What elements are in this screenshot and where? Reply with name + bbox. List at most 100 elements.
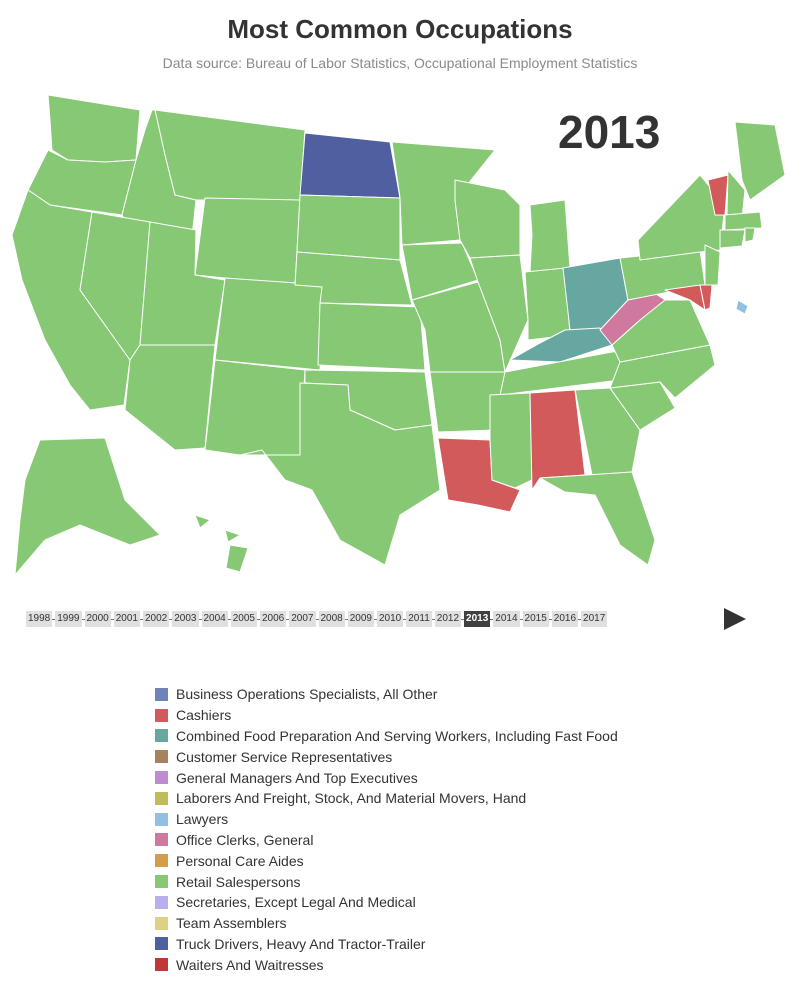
legend-label: Laborers And Freight, Stock, And Materia…	[176, 790, 527, 807]
timeline-separator	[315, 618, 319, 620]
legend-item: Cashiers	[155, 705, 618, 726]
timeline-year-2004[interactable]: 2004	[201, 611, 228, 627]
state-south-dakota[interactable]	[296, 194, 401, 261]
legend-label: Cashiers	[176, 707, 232, 724]
timeline-year-2012[interactable]: 2012	[434, 611, 462, 627]
timeline-year-2017[interactable]: 2017	[581, 611, 608, 627]
legend-swatch	[155, 958, 168, 972]
legend-swatch	[155, 687, 168, 701]
timeline-year-2010[interactable]: 2010	[377, 611, 404, 627]
legend-label: Secretaries, Except Legal And Medical	[176, 894, 416, 911]
timeline-year-2006[interactable]: 2006	[260, 611, 287, 627]
play-icon[interactable]	[724, 608, 746, 630]
legend-swatch	[155, 791, 168, 805]
timeline-year-2007[interactable]: 2007	[289, 611, 316, 627]
state-florida[interactable]	[539, 471, 656, 566]
state-alabama[interactable]	[529, 389, 586, 491]
timeline-separator	[81, 618, 85, 620]
state-washington[interactable]	[47, 94, 141, 163]
state-wyoming[interactable]	[194, 197, 301, 286]
legend-swatch	[155, 854, 168, 868]
timeline-separator	[257, 618, 260, 620]
state-california[interactable]	[11, 189, 131, 411]
timeline-year-2003[interactable]: 2003	[172, 611, 199, 627]
timeline-year-2005[interactable]: 2005	[230, 611, 257, 627]
legend-label: Office Clerks, General	[176, 831, 314, 848]
state-rhode-island[interactable]	[744, 227, 756, 243]
legend-label: Customer Service Representatives	[176, 748, 393, 765]
timeline-separator	[403, 618, 407, 620]
timeline-separator	[52, 618, 56, 620]
state-new-mexico[interactable]	[204, 359, 306, 456]
legend-item: Combined Food Preparation And Serving Wo…	[155, 726, 618, 747]
state-hawaii[interactable]	[194, 514, 249, 573]
timeline-separator	[169, 618, 173, 620]
legend-item: Personal Care Aides	[155, 850, 618, 871]
timeline-separator	[374, 618, 377, 620]
timeline-year-2011[interactable]: 2011	[406, 611, 432, 627]
state-kansas[interactable]	[317, 302, 426, 371]
state-district-of-columbia[interactable]	[735, 299, 749, 315]
legend-item: Waiters And Waitresses	[155, 954, 618, 975]
timeline-separator	[110, 618, 114, 620]
state-new-jersey[interactable]	[704, 244, 721, 286]
timeline-year-2015[interactable]: 2015	[522, 611, 549, 627]
legend-item: Truck Drivers, Heavy And Tractor-Trailer	[155, 934, 618, 955]
legend-label: Retail Salespersons	[176, 873, 301, 890]
state-alaska[interactable]	[14, 437, 161, 576]
state-massachusetts[interactable]	[724, 211, 763, 231]
timeline-year-1999[interactable]: 1999	[55, 611, 82, 627]
state-mississippi[interactable]	[489, 392, 533, 489]
timeline-separator	[490, 618, 494, 620]
timeline-year-2016[interactable]: 2016	[551, 611, 579, 627]
legend-swatch	[155, 750, 168, 764]
state-maine[interactable]	[734, 121, 786, 201]
legend-swatch	[155, 895, 168, 909]
legend-item: Retail Salespersons	[155, 871, 618, 892]
legend-item: Customer Service Representatives	[155, 746, 618, 767]
timeline-year-2014[interactable]: 2014	[493, 611, 520, 627]
state-texas[interactable]	[239, 382, 441, 566]
legend-label: Lawyers	[176, 811, 229, 828]
state-wisconsin[interactable]	[454, 179, 521, 259]
legend-swatch	[155, 875, 168, 889]
legend-item: Secretaries, Except Legal And Medical	[155, 892, 618, 913]
legend-swatch	[155, 833, 168, 847]
timeline-year-2009[interactable]: 2009	[347, 611, 374, 627]
timeline-separator	[198, 618, 202, 620]
timeline-year-2008[interactable]: 2008	[318, 611, 345, 627]
legend-label: Combined Food Preparation And Serving Wo…	[176, 727, 618, 744]
state-indiana[interactable]	[524, 267, 571, 341]
state-georgia[interactable]	[574, 387, 641, 476]
legend-item: General Managers And Top Executives	[155, 767, 618, 788]
timeline-year-2001[interactable]: 2001	[113, 611, 140, 627]
timeline-year-2000[interactable]: 2000	[84, 611, 111, 627]
legend-item: Laborers And Freight, Stock, And Materia…	[155, 788, 618, 809]
legend-label: Waiters And Waitresses	[176, 956, 324, 973]
legend-swatch	[155, 729, 168, 743]
timeline-separator	[548, 618, 552, 620]
state-michigan[interactable]	[529, 199, 571, 273]
legend-swatch	[155, 916, 168, 930]
state-north-dakota[interactable]	[299, 132, 401, 199]
us-occupation-map	[11, 94, 786, 576]
legend-item: Team Assemblers	[155, 913, 618, 934]
state-montana[interactable]	[154, 109, 306, 201]
timeline-year-2013[interactable]: 2013	[464, 611, 491, 627]
timeline-year-2002[interactable]: 2002	[143, 611, 170, 627]
state-arizona[interactable]	[124, 344, 216, 451]
timeline-separator	[227, 618, 231, 620]
legend-item: Office Clerks, General	[155, 830, 618, 851]
chart-subtitle: Data source: Bureau of Labor Statistics,…	[162, 55, 638, 71]
state-connecticut[interactable]	[719, 229, 746, 249]
state-new-york[interactable]	[637, 174, 726, 261]
state-colorado[interactable]	[214, 277, 326, 371]
timeline-year-1998[interactable]: 1998	[26, 611, 53, 627]
chart-title: Most Common Occupations	[227, 14, 573, 44]
timeline-separator	[140, 618, 143, 620]
legend-label: Truck Drivers, Heavy And Tractor-Trailer	[176, 935, 426, 952]
legend-swatch	[155, 708, 168, 722]
timeline-separator	[286, 618, 290, 620]
timeline-separator	[344, 618, 348, 620]
timeline-separator	[578, 618, 582, 620]
